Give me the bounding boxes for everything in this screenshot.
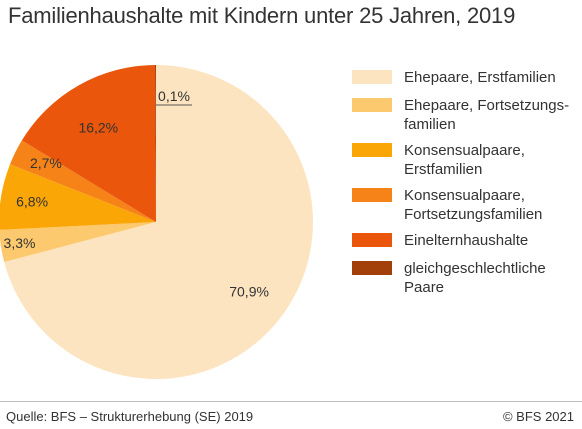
legend-item: Einelternhaushalte — [352, 231, 577, 250]
legend-item: Ehepaare, Fortsetzungs-familien — [352, 96, 577, 134]
legend-swatch — [352, 143, 392, 157]
legend-label: Ehepaare, Fortsetzungs- — [404, 97, 570, 114]
slice-value-label: 70,9% — [229, 283, 269, 299]
legend-swatch — [352, 188, 392, 202]
legend-label: Paare — [404, 279, 445, 296]
legend-label: gleichgeschlechtliche — [404, 260, 546, 277]
slice-value-label: 3,3% — [4, 235, 36, 251]
footer-divider — [0, 401, 582, 402]
source-note: Quelle: BFS – Strukturerhebung (SE) 2019 — [6, 409, 254, 424]
chart-title: Familienhaushalte mit Kindern unter 25 J… — [8, 3, 516, 28]
legend-label: Konsensualpaare, — [404, 187, 525, 204]
legend-label: Fortsetzungsfamilien — [404, 206, 543, 223]
slice-value-label: 0,1% — [158, 88, 190, 104]
legend-label: familien — [404, 116, 456, 133]
legend-item: Ehepaare, Erstfamilien — [352, 68, 577, 87]
legend-swatch — [352, 233, 392, 247]
pie-value-labels: 70,9% 3,3% 6,8% 2,7% 16,2% 0,1% — [4, 88, 269, 299]
slice-value-label: 6,8% — [16, 194, 48, 210]
legend-item: Konsensualpaare, Fortsetzungsfamilien — [352, 186, 577, 224]
legend-label: Erstfamilien — [404, 161, 483, 178]
legend: Ehepaare, Erstfamilien Ehepaare, Fortsetz… — [352, 68, 577, 297]
legend-label: Ehepaare, Erstfamilien — [404, 69, 556, 86]
slice-value-label: 16,2% — [78, 120, 118, 136]
pie-slice — [0, 222, 156, 262]
pie-slice — [4, 65, 313, 379]
pie-slice — [21, 65, 156, 222]
legend-item: Konsensualpaare, Erstfamilien — [352, 141, 577, 179]
pie-chart: 70,9% 3,3% 6,8% 2,7% 16,2% 0,1% — [0, 64, 313, 379]
pie-slice — [155, 64, 156, 222]
pie-slice — [0, 164, 156, 230]
legend-item: gleichgeschlechtliche Paare — [352, 259, 577, 297]
pie-slice — [10, 140, 157, 222]
slice-value-label: 2,7% — [30, 155, 62, 171]
legend-label: Konsensualpaare, — [404, 142, 525, 159]
legend-swatch — [352, 70, 392, 84]
legend-label: Einelternhaushalte — [404, 232, 529, 249]
copyright-note: © BFS 2021 — [502, 409, 574, 424]
pie-slices — [0, 64, 313, 379]
legend-swatch — [352, 98, 392, 112]
legend-swatch — [352, 261, 392, 275]
